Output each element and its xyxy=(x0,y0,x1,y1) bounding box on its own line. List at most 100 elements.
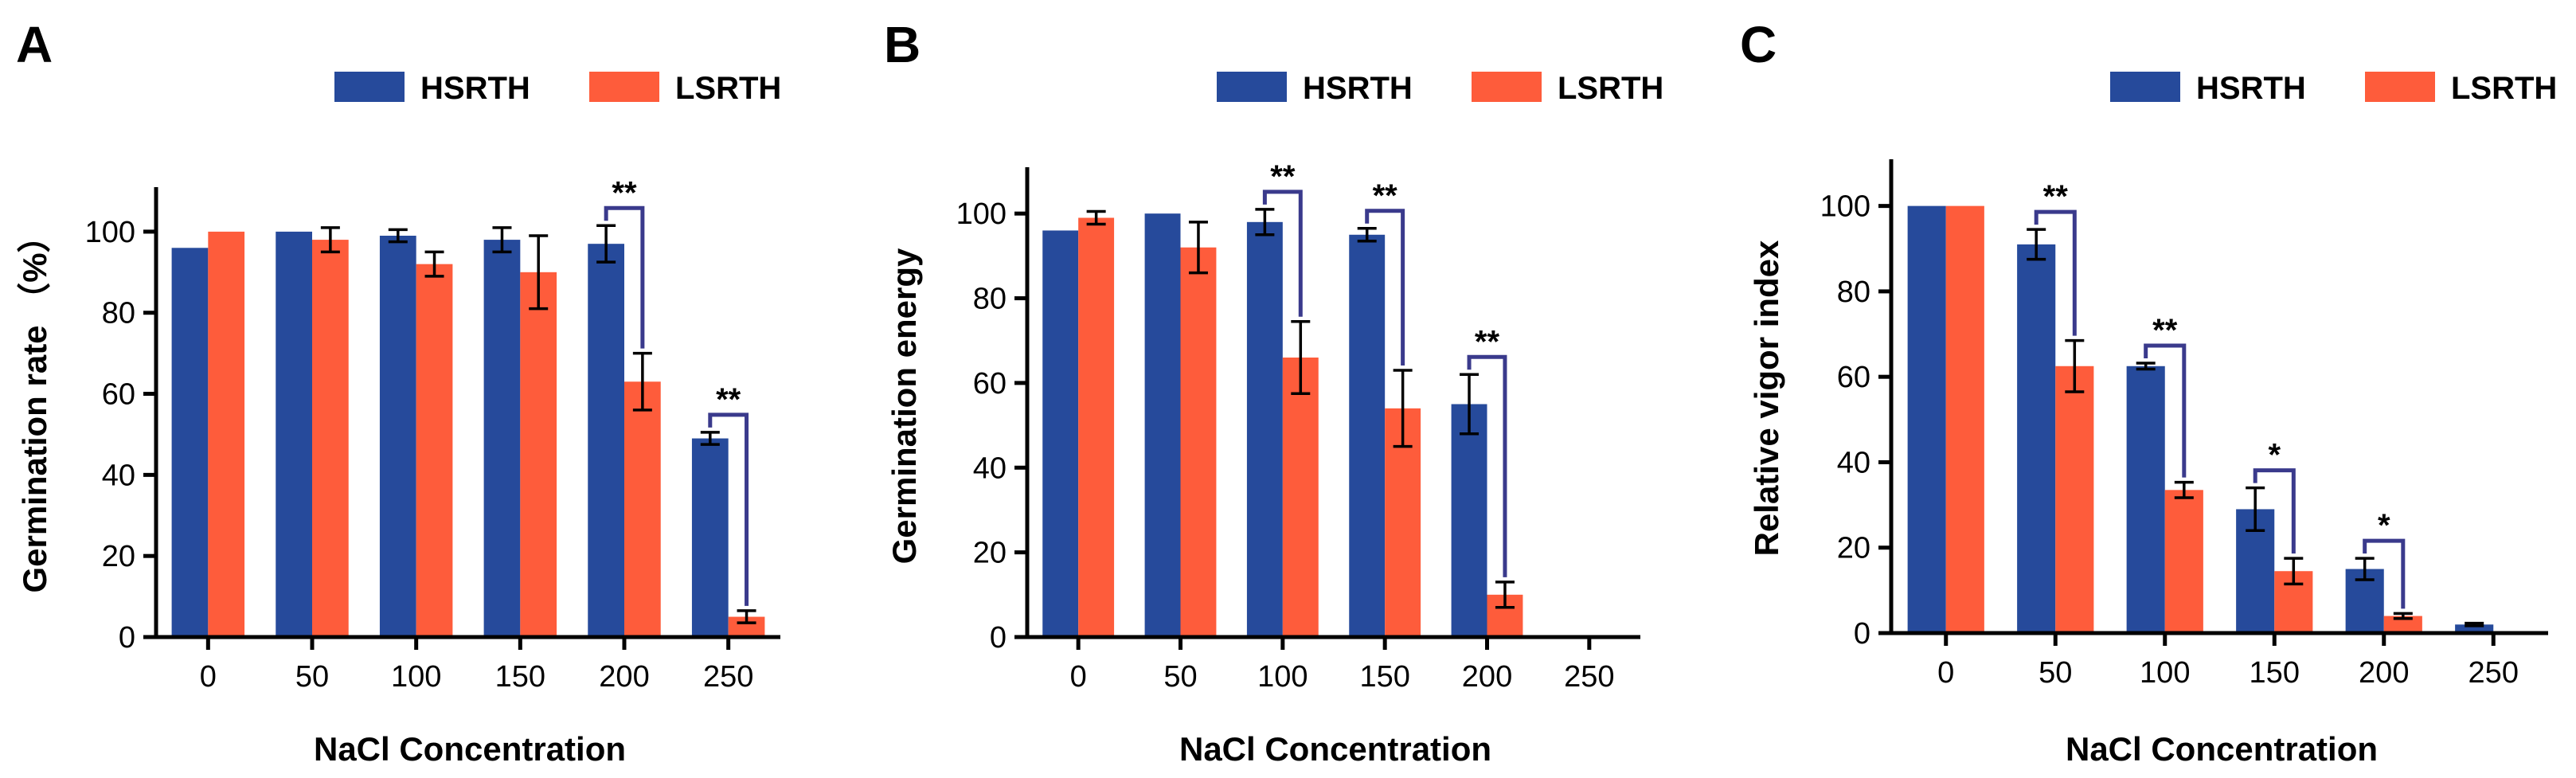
bar-lsrth-100 xyxy=(1282,358,1319,637)
y-axis-title-a: Germination rate （%） xyxy=(16,219,53,592)
x-tick-label: 200 xyxy=(599,660,649,694)
bar-hsrth-50 xyxy=(2017,244,2056,633)
significance-bracket xyxy=(604,205,645,349)
significance-label: ** xyxy=(2152,313,2178,348)
legend-label-lsrth: LSRTH xyxy=(675,71,781,106)
x-tick-label: 150 xyxy=(2250,656,2300,690)
x-tick-label: 150 xyxy=(1359,660,1409,694)
bar-hsrth-200 xyxy=(588,244,624,637)
significance-label: ** xyxy=(716,382,741,417)
significance-bracket xyxy=(2144,343,2187,478)
x-tick-label: 250 xyxy=(2469,656,2519,690)
y-tick-label: 20 xyxy=(1837,532,1870,565)
bar-lsrth-0 xyxy=(1078,217,1115,637)
legend-label-lsrth: LSRTH xyxy=(2451,71,2557,106)
y-axis-title-c: Relative vigor index xyxy=(1748,240,1785,556)
legend-c: HSRTH LSRTH xyxy=(2110,71,2557,106)
bar-lsrth-50 xyxy=(2055,366,2094,633)
bar-hsrth-250 xyxy=(691,438,729,637)
bar-hsrth-0 xyxy=(171,248,209,637)
y-tick-label: 60 xyxy=(102,378,135,412)
bar-lsrth-200 xyxy=(2383,616,2422,633)
legend-label-hsrth: HSRTH xyxy=(2196,71,2306,106)
significance-label: ** xyxy=(1270,159,1296,194)
y-tick-label: 60 xyxy=(973,367,1007,401)
x-axis-title-c: NaCl Concentration xyxy=(2066,730,2378,768)
y-tick-label: 80 xyxy=(102,297,135,330)
y-tick-label: 0 xyxy=(990,621,1007,655)
x-tick-label: 250 xyxy=(1564,660,1614,694)
y-tick-label: 80 xyxy=(973,283,1007,316)
legend-swatch-hsrth xyxy=(1217,72,1287,102)
y-tick-label: 0 xyxy=(1854,617,1870,651)
y-tick-label: 100 xyxy=(1820,190,1870,224)
bar-hsrth-200 xyxy=(1451,404,1487,637)
x-tick-label: 150 xyxy=(495,660,545,694)
x-tick-label: 0 xyxy=(1070,660,1087,694)
legend-label-lsrth: LSRTH xyxy=(1558,71,1663,106)
panel-b: B HSRTH LSRTH ** ** ** 0 20 40 60 80 100 0 50 100 15… xyxy=(884,16,1663,768)
bar-hsrth-150 xyxy=(483,240,521,637)
legend-b: HSRTH LSRTH xyxy=(1217,71,1663,106)
x-tick-label: 250 xyxy=(703,660,753,694)
significance-bracket xyxy=(2253,468,2296,554)
y-tick-label: 0 xyxy=(119,621,135,655)
panel-letter-b: B xyxy=(884,16,921,73)
significance-label: * xyxy=(2378,508,2390,543)
bar-hsrth-0 xyxy=(1907,205,1946,633)
bar-hsrth-50 xyxy=(1144,213,1181,637)
bar-lsrth-0 xyxy=(208,231,245,637)
x-tick-label: 100 xyxy=(2140,656,2190,690)
legend-swatch-lsrth xyxy=(2365,72,2435,102)
plot-area-b: ** ** ** 0 20 40 60 80 100 0 50 100 150 200 250 xyxy=(956,159,1640,694)
significance-label: * xyxy=(2268,438,2281,473)
bar-hsrth-100 xyxy=(1246,221,1283,637)
x-tick-label: 100 xyxy=(1257,660,1308,694)
bar-lsrth-100 xyxy=(416,264,453,637)
bar-hsrth-0 xyxy=(1042,230,1079,637)
y-tick-label: 60 xyxy=(1837,361,1870,394)
y-tick-label: 80 xyxy=(1837,276,1870,309)
y-tick-label: 40 xyxy=(102,459,135,492)
x-axis-title-b: NaCl Concentration xyxy=(1179,730,1491,768)
plot-area-a: ** ** 0 20 40 60 80 100 0 50 100 150 200 250 xyxy=(85,175,780,694)
x-tick-label: 200 xyxy=(2359,656,2409,690)
x-tick-label: 200 xyxy=(1462,660,1512,694)
bar-lsrth-100 xyxy=(2164,490,2203,633)
legend-label-hsrth: HSRTH xyxy=(1303,71,1413,106)
legend-a: HSRTH LSRTH xyxy=(334,71,781,106)
significance-bracket xyxy=(2363,538,2406,609)
panel-a: A HSRTH LSRTH ** ** 0 20 40 60 80 100 0 50 100 150 2… xyxy=(16,16,781,768)
x-tick-label: 0 xyxy=(200,660,217,694)
bar-lsrth-200 xyxy=(624,381,661,637)
x-tick-label: 0 xyxy=(1937,656,1954,690)
panel-letter-c: C xyxy=(1740,16,1777,73)
y-tick-label: 100 xyxy=(956,197,1007,231)
bar-hsrth-100 xyxy=(379,236,416,637)
significance-label: ** xyxy=(1373,178,1398,213)
y-tick-label: 20 xyxy=(102,540,135,573)
x-tick-label: 50 xyxy=(295,660,329,694)
bar-hsrth-250 xyxy=(2455,624,2494,633)
x-axis-title-a: NaCl Concentration xyxy=(314,730,626,768)
legend-label-hsrth: HSRTH xyxy=(420,71,530,106)
significance-label: ** xyxy=(2043,179,2069,214)
y-tick-label: 40 xyxy=(973,452,1007,485)
y-axis-title-b: Germination energy xyxy=(885,248,923,564)
bar-hsrth-50 xyxy=(276,231,312,637)
bar-lsrth-0 xyxy=(1945,205,1984,633)
y-tick-label: 20 xyxy=(973,537,1007,570)
y-tick-label: 40 xyxy=(1837,446,1870,479)
significance-label: ** xyxy=(1475,324,1500,359)
bar-lsrth-50 xyxy=(312,240,349,637)
y-tick-label: 100 xyxy=(85,216,135,249)
legend-swatch-lsrth xyxy=(589,72,659,102)
significance-bracket xyxy=(1467,354,1507,577)
bar-hsrth-100 xyxy=(2126,366,2165,633)
significance-bracket xyxy=(1262,190,1303,317)
bar-hsrth-150 xyxy=(1349,234,1386,637)
panel-letter-a: A xyxy=(16,16,53,73)
